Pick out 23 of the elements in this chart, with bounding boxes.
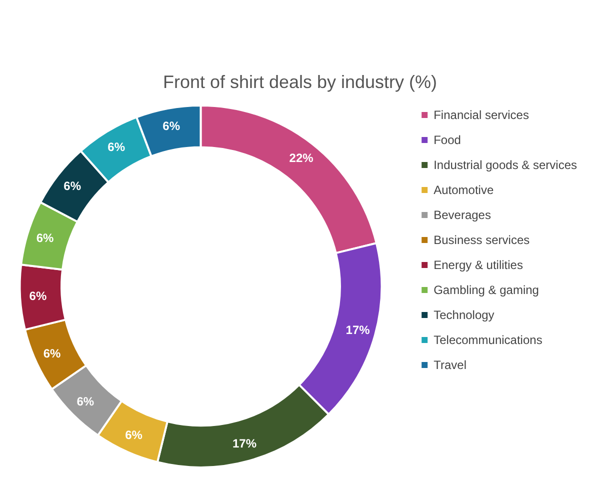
data-label: 17% bbox=[346, 323, 370, 338]
data-label: 6% bbox=[36, 230, 54, 245]
data-label: 22% bbox=[289, 151, 314, 166]
legend-label: Beverages bbox=[434, 208, 491, 222]
legend-label: Financial services bbox=[434, 108, 529, 122]
data-label: 6% bbox=[125, 428, 143, 442]
data-label: 17% bbox=[232, 436, 257, 450]
legend-label: Travel bbox=[434, 358, 467, 372]
legend-label: Gambling & gaming bbox=[434, 283, 539, 297]
chart-title: Front of shirt deals by industry (%) bbox=[162, 72, 438, 92]
data-label: 6% bbox=[108, 140, 126, 154]
data-label: 6% bbox=[76, 394, 94, 409]
legend-label: Technology bbox=[434, 308, 494, 322]
data-label: 6% bbox=[162, 118, 180, 133]
data-label: 6% bbox=[29, 289, 47, 304]
legend-label: Automotive bbox=[434, 183, 494, 197]
legend-label: Food bbox=[434, 133, 461, 147]
legend-label: Business services bbox=[434, 233, 530, 247]
legend-label: Telecommunications bbox=[434, 333, 542, 347]
legend-label: Industrial goods & services bbox=[434, 158, 578, 172]
data-label: 6% bbox=[43, 346, 62, 360]
data-label: 6% bbox=[64, 178, 82, 193]
legend-label: Energy & utilities bbox=[434, 258, 523, 272]
